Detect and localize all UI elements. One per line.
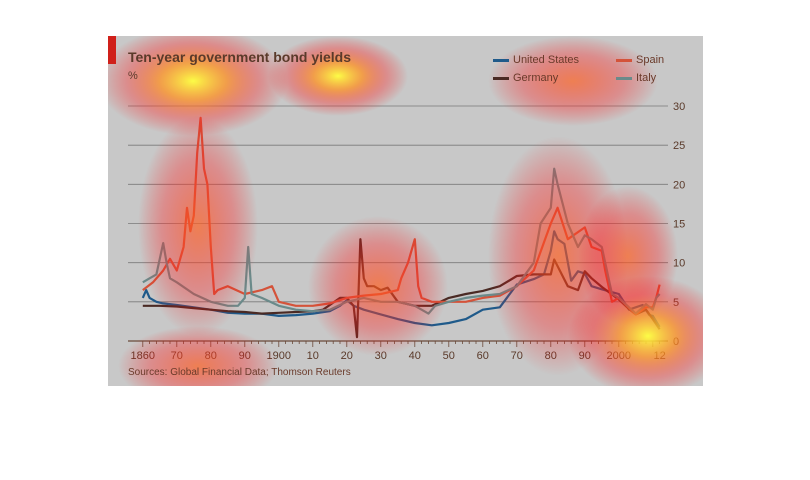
series-line-spain <box>142 116 661 316</box>
legend-label-germany: Germany <box>513 72 559 84</box>
y-tick-label: 30 <box>673 101 685 113</box>
source-note: Sources: Global Financial Data; Thomson … <box>128 367 351 378</box>
x-tick-label: 20 <box>341 350 353 362</box>
x-tick-label: 12 <box>653 350 665 362</box>
y-tick-label: 0 <box>673 336 679 348</box>
legend-item-united-states: United States <box>493 54 579 66</box>
x-tick-label: 2000 <box>607 350 631 362</box>
chart-figure: 0 5 10 15 20 25 30 1860 70 80 90 1900 10 20 30 40 50 60 70… <box>108 36 703 386</box>
legend-item-germany: Germany <box>493 72 558 84</box>
chart-legend: United States Germany Spain Italy <box>493 54 693 94</box>
x-tick-label: 60 <box>477 350 489 362</box>
legend-label-united-states: United States <box>513 54 580 66</box>
x-tick-label: 90 <box>579 350 591 362</box>
x-tick-label: 10 <box>307 350 319 362</box>
legend-swatch-united-states <box>493 58 509 62</box>
x-tick-label: 1860 <box>131 350 155 362</box>
y-tick-label: 5 <box>673 297 679 309</box>
chart-title: Ten-year government bond yields <box>128 49 352 65</box>
x-tick-label: 90 <box>239 350 251 362</box>
x-tick-label: 80 <box>205 350 217 362</box>
y-tick-label: 25 <box>673 140 685 152</box>
legend-swatch-germany <box>493 76 509 80</box>
x-tick-label: 70 <box>511 350 523 362</box>
series-line-italy <box>142 167 661 315</box>
y-tick-label: 20 <box>673 179 685 191</box>
y-tick-label: 10 <box>673 258 685 270</box>
x-tick-label: 1900 <box>267 350 291 362</box>
legend-label-spain: Spain <box>636 54 665 66</box>
legend-label-italy: Italy <box>636 72 657 84</box>
x-tick-label: 70 <box>171 350 183 362</box>
x-tick-label: 30 <box>375 350 387 362</box>
x-tick-label: 50 <box>443 350 455 362</box>
x-tick-label: 40 <box>409 350 421 362</box>
legend-item-spain: Spain <box>616 54 664 66</box>
legend-swatch-italy <box>616 76 632 80</box>
y-tick-label: 15 <box>673 219 685 231</box>
x-tick-label: 80 <box>545 350 557 362</box>
legend-swatch-spain <box>616 58 632 62</box>
brand-accent-bar <box>108 36 116 64</box>
legend-item-italy: Italy <box>616 72 656 84</box>
y-axis-unit-label: % <box>128 70 138 82</box>
